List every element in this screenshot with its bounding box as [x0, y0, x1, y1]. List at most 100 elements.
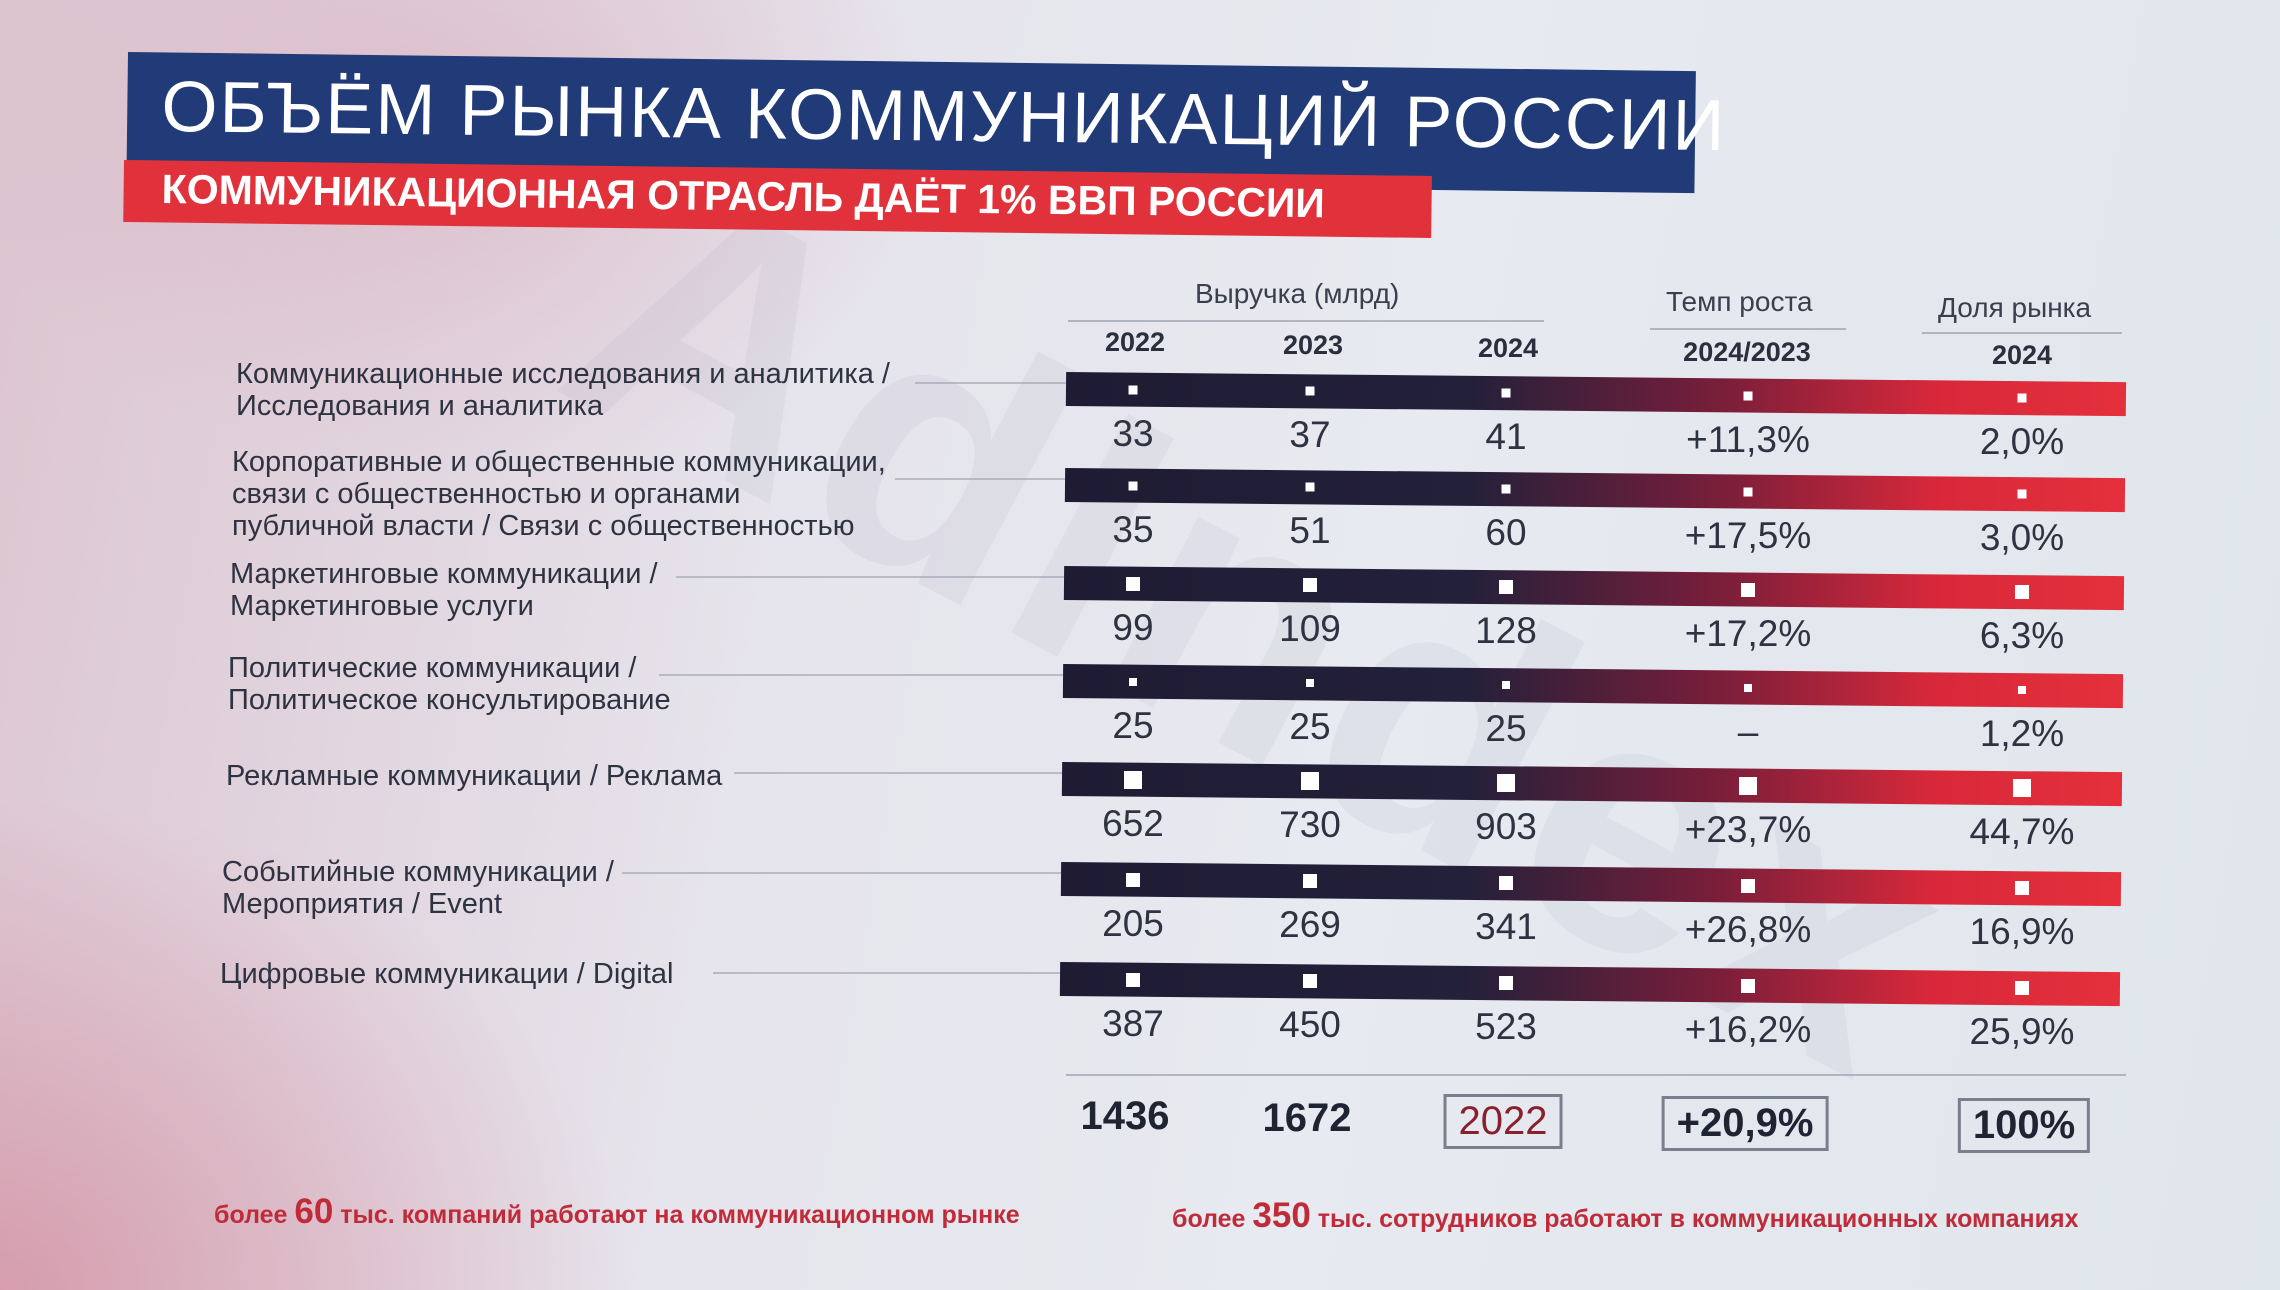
- header-growth-rule: [1650, 328, 1846, 330]
- row-marker: [2013, 779, 2031, 798]
- row-marker: [1501, 484, 1511, 494]
- row-marker: [1126, 972, 1140, 987]
- year-2022: 2022: [1104, 327, 1166, 357]
- row-marker: [1126, 872, 1140, 887]
- row-connector: [658, 674, 1066, 676]
- row-label-line: Политические коммуникации /: [228, 652, 637, 684]
- row-connector: [621, 872, 1066, 874]
- row-value-v2024: 903: [1475, 806, 1537, 848]
- row-label-line: Цифровые коммуникации / Digital: [220, 958, 674, 990]
- row-value-share: 3,0%: [1979, 517, 2065, 559]
- row-label-line: связи с общественностью и органами: [232, 478, 741, 510]
- row-label-line: публичной власти / Связи с общественност…: [232, 510, 855, 542]
- row-value-v2022: 652: [1102, 802, 1164, 844]
- row-marker: [1306, 679, 1314, 688]
- row-marker: [1741, 582, 1755, 597]
- total-growth: +20,9%: [1661, 1096, 1829, 1151]
- footer-employees-pre: более: [1172, 1205, 1246, 1233]
- row-label-line: Коммуникационные исследования и аналитик…: [236, 358, 890, 390]
- row-value-v2022: 387: [1102, 1002, 1164, 1044]
- row-marker: [2015, 585, 2029, 600]
- row-marker: [1126, 576, 1140, 591]
- row-marker: [1743, 487, 1753, 497]
- row-bar: [1059, 962, 2121, 1007]
- row-marker: [1305, 386, 1315, 396]
- row-marker: [1303, 874, 1317, 889]
- row-value-growth: +11,3%: [1686, 418, 1810, 460]
- row-value-growth: +16,2%: [1684, 1008, 1812, 1050]
- row-value-growth: +23,7%: [1684, 808, 1812, 850]
- row-label: Цифровые коммуникации / Digital: [220, 958, 673, 990]
- row-value-v2023: 109: [1279, 608, 1341, 650]
- row-label: Корпоративные и общественные коммуникаци…: [232, 446, 886, 542]
- header-revenue: Выручка (млрд): [1195, 278, 1400, 309]
- header-share: Доля рынка: [1938, 292, 2092, 323]
- row-value-v2024: 341: [1475, 906, 1537, 948]
- total-2023: 1672: [1262, 1096, 1352, 1140]
- row-value-v2022: 205: [1102, 902, 1164, 944]
- row-value-v2022: 35: [1112, 508, 1154, 550]
- row-marker: [1741, 878, 1755, 893]
- row-value-growth: +26,8%: [1684, 908, 1812, 950]
- row-marker: [1303, 578, 1317, 593]
- row-value-share: 25,9%: [1969, 1011, 2075, 1053]
- row-value-v2024: 128: [1475, 610, 1537, 652]
- row-marker: [2015, 981, 2029, 996]
- row-label: Коммуникационные исследования и аналитик…: [236, 358, 890, 422]
- row-connector: [712, 972, 1066, 974]
- row-marker: [1128, 481, 1138, 491]
- header-share-rule: [1922, 332, 2122, 334]
- total-2024: 2022: [1443, 1094, 1563, 1149]
- footer-employees-text: тыс. сотрудников работают в коммуникацио…: [1317, 1205, 2079, 1233]
- footer-employees-number: 350: [1252, 1196, 1311, 1235]
- row-marker: [1499, 580, 1513, 595]
- row-connector: [914, 382, 1066, 384]
- footer-employees: более 350 тыс. сотрудников работают в ко…: [1172, 1196, 2078, 1236]
- row-marker: [2017, 489, 2027, 499]
- row-value-v2023: 25: [1289, 706, 1331, 748]
- footer-companies-text: тыс. компаний работают на коммуникационн…: [340, 1201, 1020, 1229]
- row-label: Рекламные коммуникации / Реклама: [226, 760, 722, 792]
- row-marker: [1501, 388, 1511, 398]
- year-2023: 2023: [1282, 330, 1344, 360]
- row-value-v2023: 730: [1279, 804, 1341, 846]
- row-value-growth: +17,5%: [1684, 514, 1812, 556]
- row-value-share: 16,9%: [1969, 911, 2075, 953]
- row-marker: [1128, 385, 1138, 395]
- row-value-share: 1,2%: [1979, 713, 2065, 755]
- header-growth: Темп роста: [1666, 286, 1813, 317]
- totals-rule: [1066, 1074, 2126, 1076]
- row-label-line: Мероприятия / Event: [222, 888, 503, 920]
- footer-companies-number: 60: [294, 1192, 334, 1231]
- row-label-line: Корпоративные и общественные коммуникаци…: [232, 446, 886, 478]
- header-revenue-rule: [1068, 320, 1544, 322]
- share-year: 2024: [1991, 340, 2053, 370]
- row-marker: [2017, 393, 2027, 403]
- row-value-v2024: 60: [1485, 512, 1527, 554]
- row-marker: [1129, 677, 1137, 686]
- row-label-line: Маркетинговые коммуникации /: [230, 558, 658, 590]
- row-label-line: Политическое консультирование: [228, 684, 671, 716]
- row-marker: [1741, 978, 1755, 993]
- row-marker: [1743, 391, 1753, 401]
- row-connector: [676, 576, 1066, 578]
- row-label: Маркетинговые коммуникации / Маркетинговы…: [230, 558, 658, 622]
- row-marker: [1124, 770, 1142, 789]
- row-marker: [1739, 776, 1757, 795]
- row-marker: [1499, 876, 1513, 891]
- row-marker: [1497, 774, 1515, 793]
- row-connector: [734, 772, 1066, 774]
- row-value-share: 2,0%: [1979, 421, 2065, 463]
- row-value-v2024: 523: [1475, 1006, 1537, 1048]
- row-value-v2023: 37: [1289, 414, 1331, 456]
- row-marker: [1301, 772, 1319, 791]
- footer-companies: более 60 тыс. компаний работают на комму…: [214, 1192, 1020, 1232]
- row-marker: [1744, 683, 1752, 692]
- row-value-growth: +17,2%: [1684, 612, 1812, 654]
- row-label-line: Рекламные коммуникации / Реклама: [226, 760, 723, 792]
- row-value-share: 6,3%: [1979, 615, 2065, 657]
- row-label-line: Исследования и аналитика: [236, 390, 604, 422]
- row-value-v2024: 25: [1485, 708, 1527, 750]
- row-value-v2022: 25: [1112, 704, 1154, 746]
- footer-companies-pre: более: [214, 1201, 288, 1229]
